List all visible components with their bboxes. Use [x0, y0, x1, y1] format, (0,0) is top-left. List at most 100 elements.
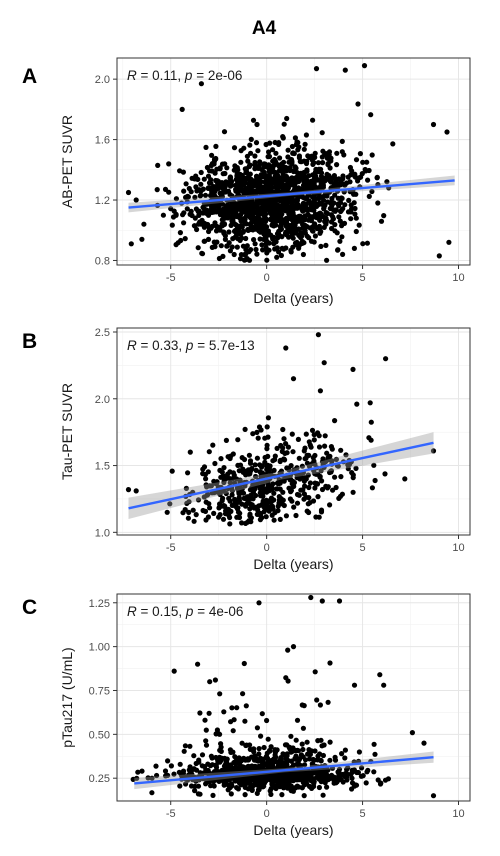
data-point	[264, 257, 270, 263]
data-point	[299, 774, 305, 780]
data-point	[212, 677, 218, 683]
data-point	[183, 181, 189, 187]
data-point	[239, 178, 245, 184]
data-point	[234, 767, 240, 773]
data-point	[209, 244, 215, 250]
data-point	[289, 175, 295, 181]
data-point	[279, 181, 286, 187]
data-point	[286, 779, 292, 785]
data-point	[327, 775, 333, 782]
data-point	[336, 176, 342, 182]
data-point	[272, 246, 278, 252]
data-point	[192, 788, 198, 794]
data-point	[313, 471, 319, 477]
data-point	[235, 188, 242, 194]
data-point	[369, 485, 375, 491]
data-point	[256, 165, 262, 171]
data-point	[242, 166, 248, 172]
data-point	[271, 241, 277, 247]
data-point	[375, 200, 381, 206]
data-point	[171, 668, 177, 674]
data-point	[270, 177, 276, 183]
data-point	[349, 775, 355, 781]
data-point	[217, 504, 223, 510]
data-point	[371, 462, 377, 468]
data-point	[219, 221, 225, 227]
data-point	[257, 469, 263, 475]
data-point	[350, 190, 356, 196]
data-point	[179, 106, 185, 112]
data-point	[242, 718, 248, 724]
y-tick-label: 0.25	[89, 773, 110, 785]
data-point	[261, 169, 267, 175]
data-point	[270, 199, 276, 205]
data-point	[130, 776, 136, 783]
data-point	[262, 435, 268, 441]
data-point	[311, 437, 317, 443]
data-point	[332, 208, 338, 214]
data-point	[382, 471, 388, 477]
data-point	[312, 183, 318, 190]
data-point	[230, 470, 236, 476]
data-point	[270, 481, 276, 487]
data-point	[300, 746, 306, 753]
data-point	[409, 730, 415, 736]
data-point	[303, 770, 309, 777]
data-point	[240, 469, 246, 475]
data-point	[232, 234, 238, 240]
data-point	[243, 221, 249, 227]
data-point	[280, 134, 286, 140]
x-axis-title: Delta (years)	[253, 556, 333, 572]
data-point	[186, 499, 192, 505]
data-point	[218, 243, 224, 249]
data-point	[155, 162, 161, 168]
data-point	[304, 739, 310, 745]
data-point	[276, 196, 283, 202]
data-point	[223, 508, 229, 514]
data-point	[251, 481, 257, 488]
data-point	[229, 476, 235, 482]
data-point	[330, 487, 336, 493]
data-point	[372, 477, 378, 484]
data-point	[236, 489, 242, 495]
data-point	[303, 132, 309, 138]
data-point	[266, 187, 272, 193]
data-point	[310, 117, 316, 123]
data-point	[268, 486, 274, 492]
data-point	[247, 487, 253, 493]
data-point	[229, 705, 235, 711]
data-point	[227, 480, 233, 486]
data-point	[328, 219, 335, 225]
data-point	[278, 208, 284, 214]
data-point	[210, 792, 216, 799]
data-point	[276, 183, 282, 189]
data-point	[291, 150, 297, 157]
data-point	[275, 508, 281, 514]
data-point	[349, 769, 355, 775]
data-point	[164, 509, 170, 515]
data-point	[283, 345, 289, 351]
data-point	[197, 710, 203, 716]
data-point	[251, 746, 257, 752]
panel-a: A R = 0.11, p = 2e-06 -5 0 5 10 0.8 1.2 1.6 2.0 De…	[22, 57, 471, 306]
data-point	[317, 210, 323, 216]
data-point	[316, 784, 322, 791]
data-point	[310, 224, 316, 230]
data-point	[282, 752, 288, 758]
data-point	[283, 164, 289, 171]
data-point	[322, 433, 328, 439]
data-point	[256, 185, 262, 192]
data-point	[282, 457, 288, 463]
data-point	[139, 768, 145, 774]
data-point	[309, 785, 315, 792]
data-point	[324, 450, 330, 456]
data-point	[232, 496, 238, 502]
y-tick-label: 1.6	[95, 135, 110, 147]
data-point	[288, 733, 294, 739]
data-point	[282, 742, 289, 748]
data-point	[226, 495, 232, 501]
data-point	[231, 145, 238, 151]
data-point	[181, 220, 187, 226]
data-point	[177, 230, 183, 236]
data-point	[198, 192, 204, 198]
